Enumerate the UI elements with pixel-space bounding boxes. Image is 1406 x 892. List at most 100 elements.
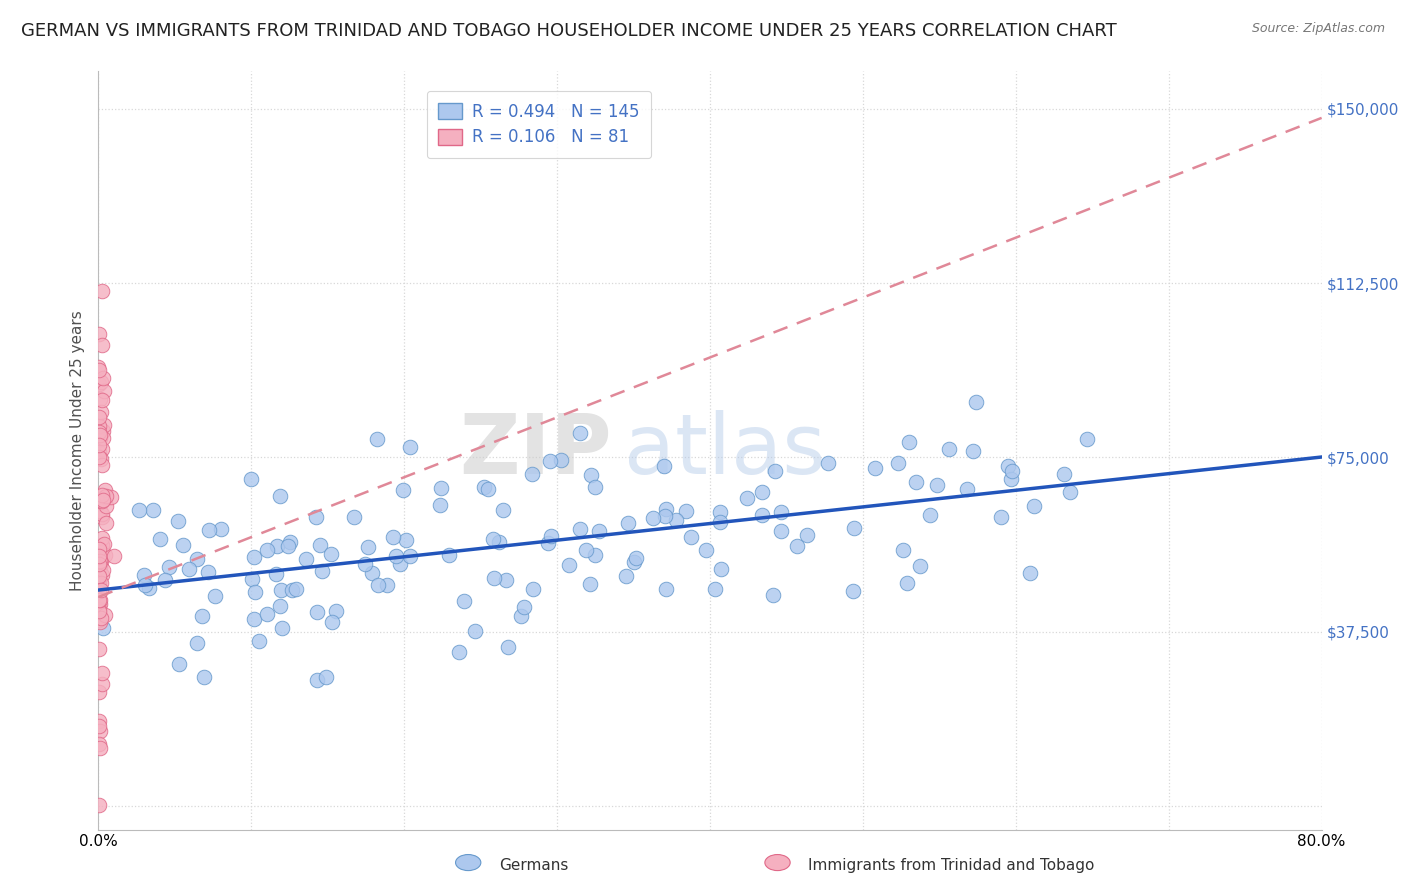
Point xyxy=(675,504,697,518)
Point xyxy=(925,478,948,492)
Point xyxy=(89,598,111,612)
Point xyxy=(522,467,544,481)
Point xyxy=(266,539,288,553)
Point xyxy=(128,503,150,517)
Point xyxy=(377,578,399,592)
Point xyxy=(817,456,839,470)
Point xyxy=(90,666,112,681)
Point xyxy=(204,589,226,603)
Point xyxy=(623,555,645,569)
Point xyxy=(89,431,111,445)
Point xyxy=(87,585,110,599)
Point xyxy=(87,719,110,733)
Point xyxy=(197,566,219,580)
Point xyxy=(91,285,114,299)
Point xyxy=(568,523,591,537)
Point xyxy=(382,530,405,544)
Point xyxy=(91,371,114,385)
Point xyxy=(1059,485,1081,500)
Point xyxy=(89,326,111,341)
Point xyxy=(464,624,486,639)
Point xyxy=(540,529,562,543)
Point xyxy=(191,609,214,624)
Point xyxy=(786,539,808,553)
Point xyxy=(1000,472,1022,486)
Point xyxy=(89,554,111,568)
Point xyxy=(763,464,786,478)
Point xyxy=(311,564,333,578)
Point xyxy=(281,582,304,597)
Point xyxy=(430,482,453,496)
Point xyxy=(193,670,215,684)
Text: ZIP: ZIP xyxy=(460,410,612,491)
Point xyxy=(91,677,114,691)
Point xyxy=(762,588,785,602)
Point xyxy=(89,504,111,518)
Point xyxy=(89,604,111,618)
Point xyxy=(965,395,987,409)
Point xyxy=(321,615,343,629)
Point xyxy=(89,410,111,425)
Point xyxy=(453,594,475,608)
Point xyxy=(1018,566,1040,581)
Text: Source: ZipAtlas.com: Source: ZipAtlas.com xyxy=(1251,22,1385,36)
Point xyxy=(90,405,112,419)
Point xyxy=(710,561,733,575)
Point xyxy=(87,602,110,616)
Point xyxy=(94,499,117,513)
Point xyxy=(87,641,110,656)
Point xyxy=(209,523,232,537)
Point xyxy=(247,633,270,648)
Point xyxy=(89,392,111,406)
Point xyxy=(643,511,665,525)
Point xyxy=(654,508,676,523)
Point xyxy=(495,573,517,587)
Point xyxy=(93,384,115,398)
Point xyxy=(90,488,112,502)
Point xyxy=(389,557,412,571)
Point xyxy=(579,467,602,482)
Point xyxy=(558,558,581,572)
Point xyxy=(90,393,112,408)
Point xyxy=(148,532,170,546)
Point xyxy=(770,524,793,538)
Point xyxy=(94,608,117,623)
Point xyxy=(1076,432,1098,446)
Text: Immigrants from Trinidad and Tobago: Immigrants from Trinidad and Tobago xyxy=(808,858,1095,872)
Point xyxy=(91,567,114,582)
Point xyxy=(87,363,110,377)
Point xyxy=(243,549,266,564)
Point xyxy=(513,599,536,614)
Point xyxy=(90,576,112,591)
Point xyxy=(429,499,451,513)
Point xyxy=(91,622,114,636)
Point xyxy=(896,576,918,591)
Point xyxy=(962,443,984,458)
Point xyxy=(920,508,942,523)
Point xyxy=(91,563,114,577)
Point xyxy=(319,547,342,561)
Point xyxy=(447,645,470,659)
Point xyxy=(89,723,111,738)
Point xyxy=(91,431,114,445)
Point xyxy=(569,426,592,441)
Point xyxy=(484,570,506,584)
Point xyxy=(269,599,291,613)
Point xyxy=(91,539,114,553)
Y-axis label: Householder Income Under 25 years: Householder Income Under 25 years xyxy=(69,310,84,591)
Point xyxy=(751,508,773,522)
Point xyxy=(271,622,294,636)
Point xyxy=(94,490,117,504)
Point xyxy=(179,562,201,576)
Point xyxy=(87,376,110,391)
Point xyxy=(89,610,111,624)
Point xyxy=(266,566,288,581)
Point xyxy=(89,575,111,590)
Point xyxy=(955,482,977,496)
Point xyxy=(908,558,931,573)
Point xyxy=(89,593,111,607)
Point xyxy=(138,581,160,595)
Point xyxy=(385,549,408,563)
Point xyxy=(990,510,1012,524)
Point xyxy=(395,533,418,548)
